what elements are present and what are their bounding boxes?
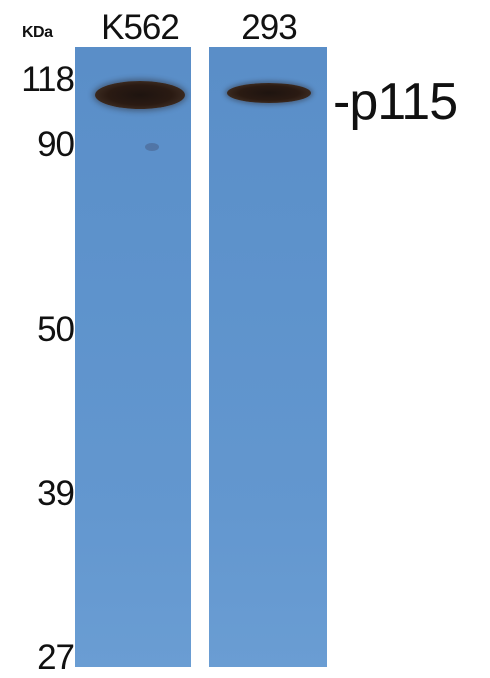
lane-label-k562: K562: [101, 8, 180, 47]
marker-118: 118: [21, 60, 75, 99]
blot-lane-k562: [75, 47, 191, 667]
faint-spot: [145, 143, 159, 151]
protein-band-293: [227, 83, 311, 103]
protein-label: -p115: [333, 73, 458, 131]
marker-39: 39: [37, 474, 75, 513]
marker-90: 90: [37, 125, 75, 164]
marker-50: 50: [37, 310, 75, 349]
blot-lane-293: [209, 47, 327, 667]
marker-27: 27: [37, 638, 75, 677]
lane-label-293: 293: [241, 8, 297, 47]
kda-unit-label: KDa: [22, 24, 53, 41]
protein-band-k562: [95, 81, 185, 109]
